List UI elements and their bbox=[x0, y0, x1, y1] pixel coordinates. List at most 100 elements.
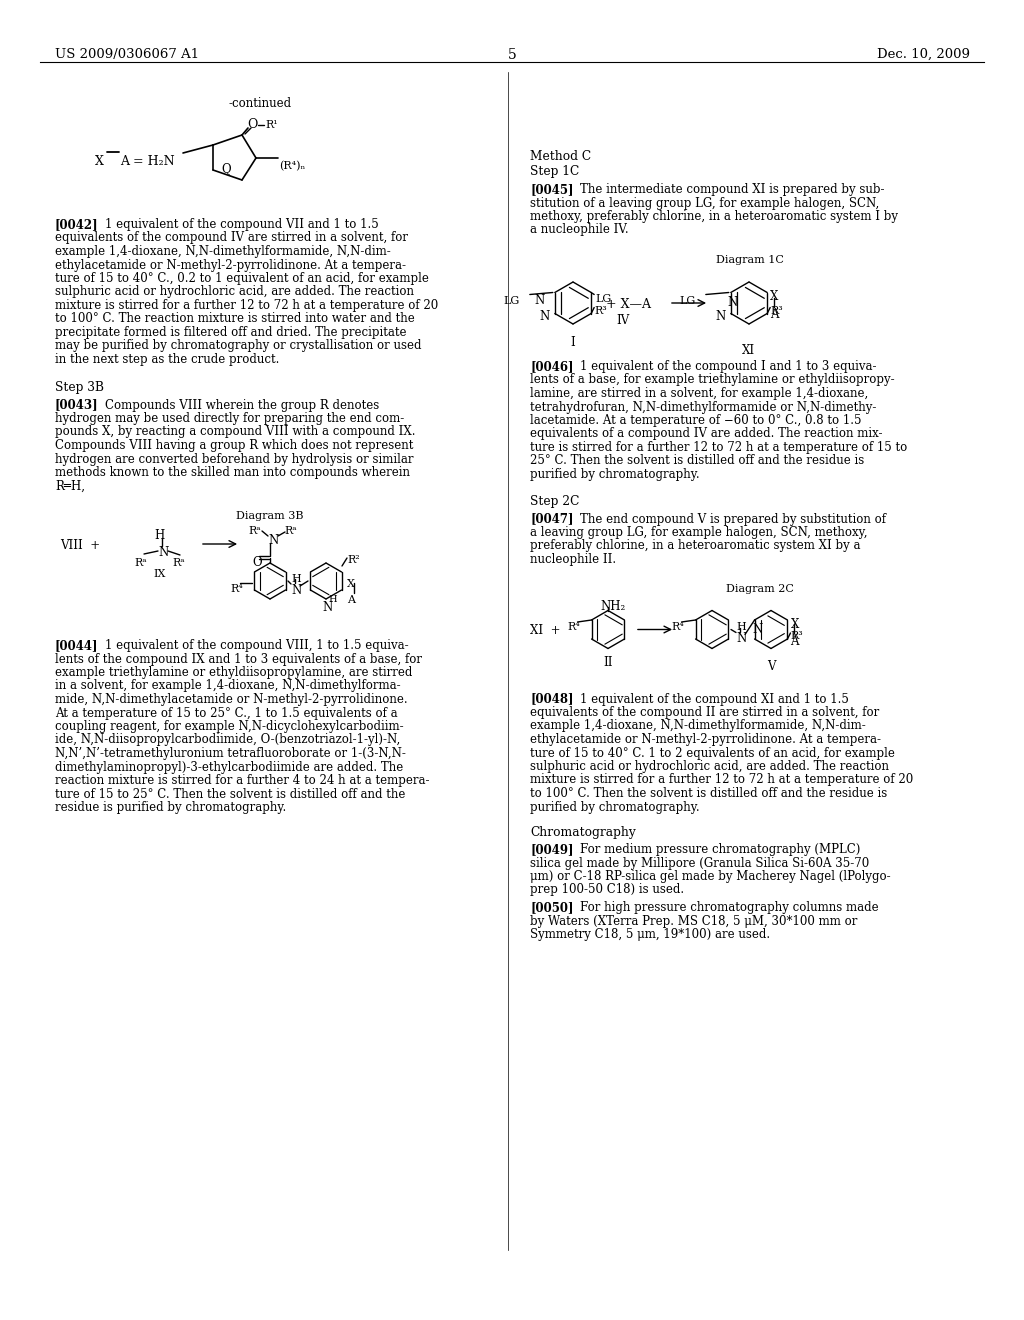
Text: IX: IX bbox=[154, 569, 166, 579]
Text: A: A bbox=[791, 635, 799, 648]
Text: purified by chromatography.: purified by chromatography. bbox=[530, 800, 699, 813]
Text: [0045]: [0045] bbox=[530, 183, 573, 195]
Text: a leaving group LG, for example halogen, SCN, methoxy,: a leaving group LG, for example halogen,… bbox=[530, 525, 867, 539]
Text: may be purified by chromatography or crystallisation or used: may be purified by chromatography or cry… bbox=[55, 339, 422, 352]
Text: ture of 15 to 25° C. Then the solvent is distilled off and the: ture of 15 to 25° C. Then the solvent is… bbox=[55, 788, 406, 800]
Text: (R⁴)ₙ: (R⁴)ₙ bbox=[279, 161, 305, 172]
Text: Diagram 1C: Diagram 1C bbox=[716, 255, 784, 265]
Text: ture of 15 to 40° C. 1 to 2 equivalents of an acid, for example: ture of 15 to 40° C. 1 to 2 equivalents … bbox=[530, 747, 895, 759]
Text: At a temperature of 15 to 25° C., 1 to 1.5 equivalents of a: At a temperature of 15 to 25° C., 1 to 1… bbox=[55, 706, 397, 719]
Text: in a solvent, for example 1,4-dioxane, N,N-dimethylforma-: in a solvent, for example 1,4-dioxane, N… bbox=[55, 680, 400, 693]
Text: R³: R³ bbox=[770, 305, 783, 315]
Text: + X—A: + X—A bbox=[606, 298, 651, 312]
Text: O: O bbox=[247, 117, 257, 131]
Text: O: O bbox=[252, 556, 261, 569]
Text: LG: LG bbox=[595, 294, 611, 305]
Text: lents of a base, for example triethylamine or ethyldiisopropy-: lents of a base, for example triethylami… bbox=[530, 374, 895, 387]
Text: [0046]: [0046] bbox=[530, 360, 573, 374]
Text: Chromatography: Chromatography bbox=[530, 826, 636, 840]
Text: Dec. 10, 2009: Dec. 10, 2009 bbox=[877, 48, 970, 61]
Text: N: N bbox=[753, 623, 763, 636]
Text: Rᵃ: Rᵃ bbox=[172, 558, 184, 568]
Text: V: V bbox=[767, 660, 775, 673]
Text: R²: R² bbox=[347, 554, 359, 565]
Text: X: X bbox=[347, 579, 355, 589]
Text: [0044]: [0044] bbox=[55, 639, 98, 652]
Text: [0048]: [0048] bbox=[530, 693, 573, 705]
Text: XI  +: XI + bbox=[530, 624, 560, 638]
Text: in the next step as the crude product.: in the next step as the crude product. bbox=[55, 352, 280, 366]
Text: mide, N,N-dimethylacetamide or N-methyl-2-pyrrolidinone.: mide, N,N-dimethylacetamide or N-methyl-… bbox=[55, 693, 408, 706]
Text: -continued: -continued bbox=[228, 96, 292, 110]
Text: II: II bbox=[603, 656, 612, 669]
Text: μm) or C-18 RP-silica gel made by Macherey Nagel (lPolygo-: μm) or C-18 RP-silica gel made by Macher… bbox=[530, 870, 891, 883]
Text: VIII  +: VIII + bbox=[60, 539, 100, 552]
Text: mixture is stirred for a further 12 to 72 h at a temperature of 20: mixture is stirred for a further 12 to 7… bbox=[55, 300, 438, 312]
Text: [0049]: [0049] bbox=[530, 843, 573, 855]
Text: ture of 15 to 40° C., 0.2 to 1 equivalent of an acid, for example: ture of 15 to 40° C., 0.2 to 1 equivalen… bbox=[55, 272, 429, 285]
Text: NH₂: NH₂ bbox=[600, 601, 626, 614]
Text: Symmetry C18, 5 μm, 19*100) are used.: Symmetry C18, 5 μm, 19*100) are used. bbox=[530, 928, 770, 941]
Text: LG: LG bbox=[504, 296, 520, 305]
Text: to 100° C. Then the solvent is distilled off and the residue is: to 100° C. Then the solvent is distilled… bbox=[530, 787, 887, 800]
Text: 1 equivalent of the compound I and 1 to 3 equiva-: 1 equivalent of the compound I and 1 to … bbox=[580, 360, 877, 374]
Text: Rᵃ: Rᵃ bbox=[134, 558, 146, 568]
Text: R═H,: R═H, bbox=[55, 479, 85, 492]
Text: H: H bbox=[736, 623, 745, 632]
Text: 5: 5 bbox=[508, 48, 516, 62]
Text: N: N bbox=[736, 632, 746, 645]
Text: example 1,4-dioxane, N,N-dimethylformamide, N,N-dim-: example 1,4-dioxane, N,N-dimethylformami… bbox=[530, 719, 865, 733]
Text: Method C: Method C bbox=[530, 150, 591, 162]
Text: X: X bbox=[770, 290, 778, 304]
Text: ide, N,N-diisopropylcarbodiimide, O-(benzotriazol-1-yl)-N,: ide, N,N-diisopropylcarbodiimide, O-(ben… bbox=[55, 734, 400, 747]
Text: R³: R³ bbox=[791, 631, 803, 642]
Text: silica gel made by Millipore (Granula Silica Si-60A 35-70: silica gel made by Millipore (Granula Si… bbox=[530, 857, 869, 870]
Text: A: A bbox=[347, 595, 355, 605]
Text: ethylacetamide or N-methyl-2-pyrrolidinone. At a tempera-: ethylacetamide or N-methyl-2-pyrrolidino… bbox=[55, 259, 406, 272]
Text: ture is stirred for a further 12 to 72 h at a temperature of 15 to: ture is stirred for a further 12 to 72 h… bbox=[530, 441, 907, 454]
Text: For medium pressure chromatography (MPLC): For medium pressure chromatography (MPLC… bbox=[580, 843, 860, 855]
Text: For high pressure chromatography columns made: For high pressure chromatography columns… bbox=[580, 902, 879, 913]
Text: Q: Q bbox=[221, 162, 230, 176]
Text: IV: IV bbox=[616, 314, 630, 327]
Text: Diagram 3B: Diagram 3B bbox=[237, 511, 304, 521]
Text: to 100° C. The reaction mixture is stirred into water and the: to 100° C. The reaction mixture is stirr… bbox=[55, 313, 415, 326]
Text: Rᵃ: Rᵃ bbox=[284, 525, 297, 536]
Text: equivalents of the compound IV are stirred in a solvent, for: equivalents of the compound IV are stirr… bbox=[55, 231, 408, 244]
Text: nucleophile II.: nucleophile II. bbox=[530, 553, 616, 566]
Text: example triethylamine or ethyldiisopropylamine, are stirred: example triethylamine or ethyldiisopropy… bbox=[55, 667, 413, 678]
Text: reaction mixture is stirred for a further 4 to 24 h at a tempera-: reaction mixture is stirred for a furthe… bbox=[55, 774, 429, 787]
Text: residue is purified by chromatography.: residue is purified by chromatography. bbox=[55, 801, 287, 814]
Text: 1 equivalent of the compound VIII, 1 to 1.5 equiva-: 1 equivalent of the compound VIII, 1 to … bbox=[105, 639, 409, 652]
Text: methods known to the skilled man into compounds wherein: methods known to the skilled man into co… bbox=[55, 466, 410, 479]
Text: by Waters (XTerra Prep. MS C18, 5 μM, 30*100 mm or: by Waters (XTerra Prep. MS C18, 5 μM, 30… bbox=[530, 915, 857, 928]
Text: purified by chromatography.: purified by chromatography. bbox=[530, 469, 699, 480]
Text: a nucleophile IV.: a nucleophile IV. bbox=[530, 223, 629, 236]
Text: A = H₂N: A = H₂N bbox=[120, 154, 175, 168]
Text: N: N bbox=[268, 535, 279, 546]
Text: [0047]: [0047] bbox=[530, 512, 573, 525]
Text: tetrahydrofuran, N,N-dimethylformamide or N,N-dimethy-: tetrahydrofuran, N,N-dimethylformamide o… bbox=[530, 400, 877, 413]
Text: US 2009/0306067 A1: US 2009/0306067 A1 bbox=[55, 48, 199, 61]
Text: lamine, are stirred in a solvent, for example 1,4-dioxane,: lamine, are stirred in a solvent, for ex… bbox=[530, 387, 868, 400]
Text: N: N bbox=[535, 294, 545, 308]
Text: A: A bbox=[770, 309, 778, 322]
Text: preferably chlorine, in a heteroaromatic system XI by a: preferably chlorine, in a heteroaromatic… bbox=[530, 540, 860, 553]
Text: H: H bbox=[154, 529, 164, 543]
Text: sulphuric acid or hydrochloric acid, are added. The reaction: sulphuric acid or hydrochloric acid, are… bbox=[55, 285, 414, 298]
Text: R³: R³ bbox=[594, 305, 607, 315]
Text: lents of the compound IX and 1 to 3 equivalents of a base, for: lents of the compound IX and 1 to 3 equi… bbox=[55, 652, 422, 665]
Text: 1 equivalent of the compound VII and 1 to 1.5: 1 equivalent of the compound VII and 1 t… bbox=[105, 218, 379, 231]
Text: sulphuric acid or hydrochloric acid, are added. The reaction: sulphuric acid or hydrochloric acid, are… bbox=[530, 760, 889, 774]
Text: R⁴: R⁴ bbox=[567, 622, 581, 632]
Text: prep 100-50 C18) is used.: prep 100-50 C18) is used. bbox=[530, 883, 684, 896]
Text: Step 1C: Step 1C bbox=[530, 165, 580, 178]
Text: Step 2C: Step 2C bbox=[530, 495, 580, 508]
Text: hydrogen are converted beforehand by hydrolysis or similar: hydrogen are converted beforehand by hyd… bbox=[55, 453, 414, 466]
Text: example 1,4-dioxane, N,N-dimethylformamide, N,N-dim-: example 1,4-dioxane, N,N-dimethylformami… bbox=[55, 246, 391, 257]
Text: N,N’,N’-tetramethyluronium tetrafluoroborate or 1-(3-N,N-: N,N’,N’-tetramethyluronium tetrafluorobo… bbox=[55, 747, 406, 760]
Text: mixture is stirred for a further 12 to 72 h at a temperature of 20: mixture is stirred for a further 12 to 7… bbox=[530, 774, 913, 787]
Text: stitution of a leaving group LG, for example halogen, SCN,: stitution of a leaving group LG, for exa… bbox=[530, 197, 880, 210]
Text: The end compound V is prepared by substitution of: The end compound V is prepared by substi… bbox=[580, 512, 886, 525]
Text: ethylacetamide or N-methyl-2-pyrrolidinone. At a tempera-: ethylacetamide or N-methyl-2-pyrrolidino… bbox=[530, 733, 881, 746]
